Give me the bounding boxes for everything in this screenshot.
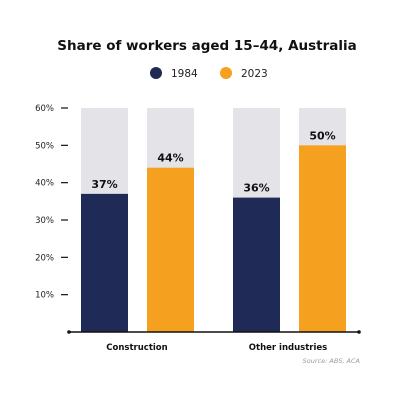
bar-construction-2023 — [147, 167, 194, 332]
value-label-construction-2023: 44% — [157, 152, 183, 165]
y-tick-label-50: 50% — [35, 141, 54, 151]
bar-construction-1984 — [81, 193, 128, 332]
data-bars — [81, 145, 346, 332]
legend: 1984 2023 — [150, 67, 268, 80]
value-label-other-industries-1984: 36% — [243, 182, 269, 195]
x-axis: Construction Other industries — [67, 330, 361, 353]
y-tick-label-20: 20% — [35, 253, 54, 263]
chart-title: Share of workers aged 15–44, Australia — [57, 38, 357, 54]
value-label-other-industries-2023: 50% — [309, 129, 335, 142]
category-label-other-industries: Other industries — [249, 343, 327, 353]
legend-swatch-2023 — [220, 67, 232, 79]
source-note: Source: ABS, ACA — [303, 357, 360, 365]
y-tick-label-30: 30% — [35, 216, 54, 226]
value-labels: 37% 44% 36% 50% — [91, 129, 335, 194]
legend-swatch-1984 — [150, 67, 162, 79]
y-tick-label-40: 40% — [35, 179, 54, 189]
x-axis-end-dot — [357, 330, 361, 334]
y-tick-label-60: 60% — [35, 104, 54, 114]
legend-label-2023: 2023 — [241, 68, 268, 80]
y-axis: 10% 20% 30% 40% 50% 60% — [35, 104, 68, 301]
x-axis-end-dot — [67, 330, 71, 334]
legend-label-1984: 1984 — [171, 68, 198, 80]
bar-other-industries-2023 — [299, 145, 346, 332]
y-tick-label-10: 10% — [35, 291, 54, 301]
category-label-construction: Construction — [106, 343, 167, 353]
value-label-construction-1984: 37% — [91, 178, 117, 191]
bar-other-industries-1984 — [233, 197, 280, 332]
